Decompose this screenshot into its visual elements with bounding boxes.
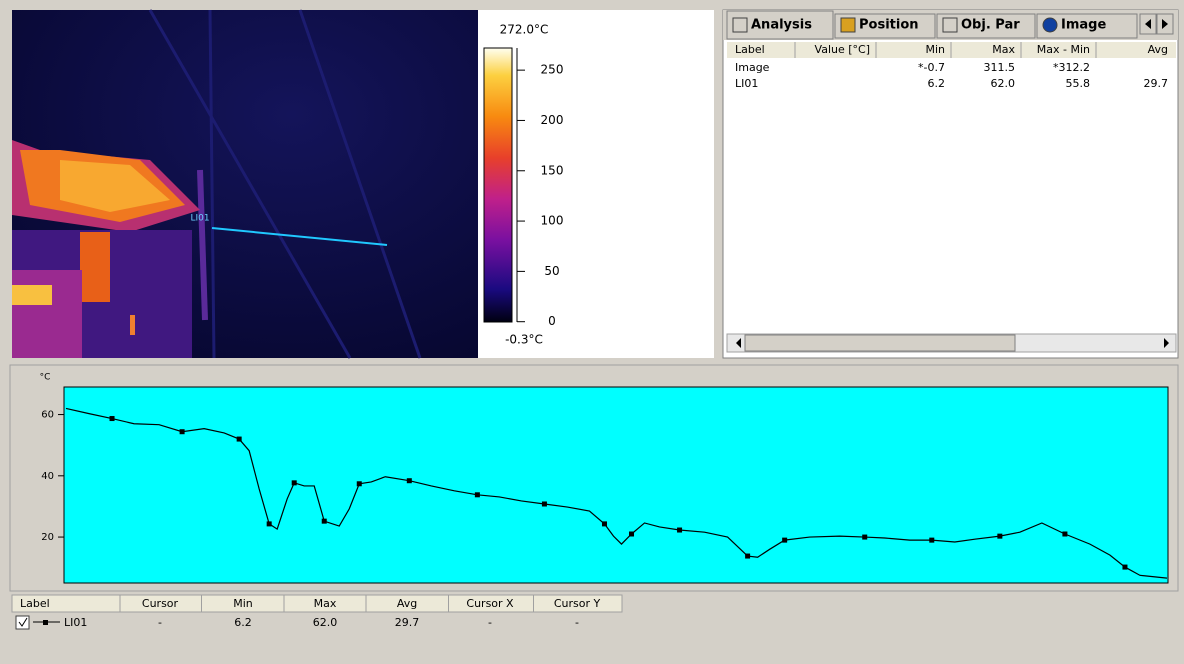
point-marker <box>745 553 751 559</box>
analysis-panel <box>722 9 1179 359</box>
column-header: Min <box>233 597 253 610</box>
cell: 55.8 <box>1066 77 1091 90</box>
point-marker <box>782 537 788 543</box>
profile-line <box>65 407 1168 579</box>
y-tick-label: 40 <box>41 471 54 482</box>
point-marker <box>236 436 242 442</box>
arrow <box>1162 19 1168 29</box>
y-tick-label: 60 <box>41 410 54 421</box>
colorbar-tick-label: 250 <box>541 63 564 77</box>
plot-area <box>63 386 1169 584</box>
point-marker <box>474 492 480 498</box>
line-label: LI01 <box>190 214 209 224</box>
point-marker <box>1122 564 1128 570</box>
y-unit: °C <box>40 373 51 383</box>
cell: - <box>575 616 579 629</box>
scroll-thumb[interactable] <box>744 334 1016 352</box>
point-marker <box>601 521 607 527</box>
colorbar-panel <box>478 10 714 358</box>
tab-label: Position <box>859 18 919 33</box>
colorbar-max: 272.0°C <box>500 23 549 37</box>
tab-icon <box>942 17 958 33</box>
check <box>18 617 28 627</box>
point-marker <box>109 416 115 422</box>
point-marker <box>929 537 935 543</box>
point-marker <box>356 481 362 487</box>
cell: 6.2 <box>928 77 946 90</box>
colorbar <box>483 47 513 323</box>
point-marker <box>541 501 547 507</box>
point-marker <box>677 527 683 533</box>
column-header: Cursor <box>142 597 179 610</box>
colorbar-tick-label: 0 <box>548 314 556 328</box>
arrow <box>1145 19 1151 29</box>
column-header: Cursor Y <box>554 597 601 610</box>
point-marker <box>179 429 185 435</box>
colorbar-tick-label: 100 <box>541 214 564 228</box>
point-marker <box>291 480 297 486</box>
column-header: Max <box>314 597 337 610</box>
thermal-image: LI01 <box>12 9 478 359</box>
column-header: Label <box>20 597 50 610</box>
cell: 29.7 <box>1144 77 1169 90</box>
column-header: Label <box>735 43 765 56</box>
point-marker <box>1062 531 1068 537</box>
legend-label: LI01 <box>64 616 87 629</box>
column-header: Value [°C] <box>815 43 870 56</box>
cell: 62.0 <box>313 616 338 629</box>
tab-icon <box>732 17 748 33</box>
column-header: Max - Min <box>1037 43 1090 56</box>
profile-header <box>11 594 623 613</box>
cell: 311.5 <box>984 61 1016 74</box>
cell: Image <box>735 61 770 74</box>
point-marker <box>997 533 1003 539</box>
column-header: Avg <box>397 597 417 610</box>
cell: - <box>488 616 492 629</box>
cell: 62.0 <box>991 77 1016 90</box>
point-marker <box>266 521 272 527</box>
cell: 29.7 <box>395 616 420 629</box>
cell: LI01 <box>735 77 758 90</box>
tab-icon <box>840 17 856 33</box>
colorbar-min: -0.3°C <box>505 333 543 347</box>
cell: - <box>158 616 162 629</box>
cell: 6.2 <box>234 616 252 629</box>
checkbox[interactable] <box>15 615 30 630</box>
legend-marker <box>43 620 48 625</box>
tab-label: Image <box>1061 18 1106 33</box>
colorbar-tick-label: 50 <box>544 264 559 278</box>
cell: *-0.7 <box>918 61 945 74</box>
cell: *312.2 <box>1053 61 1090 74</box>
y-tick-label: 20 <box>41 532 54 543</box>
point-marker <box>321 518 327 524</box>
tab-label: Obj. Par <box>961 18 1020 33</box>
column-header: Max <box>992 43 1015 56</box>
column-header: Cursor X <box>466 597 514 610</box>
point-marker <box>862 534 868 540</box>
point-marker <box>629 531 635 537</box>
tab-label: Analysis <box>751 18 812 33</box>
column-header: Min <box>925 43 945 56</box>
colorbar-tick-label: 150 <box>541 163 564 177</box>
colorbar-tick-label: 200 <box>541 113 564 127</box>
point-marker <box>406 478 412 484</box>
column-header: Avg <box>1148 43 1168 56</box>
tab-icon <box>1042 17 1058 33</box>
